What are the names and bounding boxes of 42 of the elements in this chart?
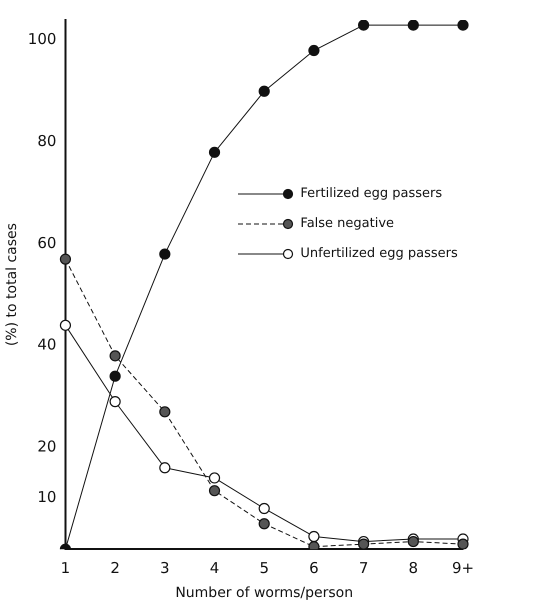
y-tick-label: 80 (37, 132, 56, 150)
x-tick-label: 9+ (452, 559, 474, 578)
x-tick-label: 5 (259, 559, 269, 578)
point (258, 86, 270, 97)
point (258, 518, 270, 530)
point (208, 485, 220, 496)
point (408, 536, 419, 548)
point (308, 530, 320, 542)
point (60, 320, 72, 331)
x-axis-title: Number of worms/person (175, 585, 354, 602)
x-tick-label: 3 (160, 559, 170, 578)
x-tick-label: 1 (60, 559, 70, 578)
point (159, 406, 170, 418)
point (208, 146, 220, 158)
legend-label: Fertilized egg passers (300, 186, 442, 202)
y-tick-label: 20 (37, 437, 56, 456)
legend-label: False negative (300, 216, 394, 232)
point (110, 350, 121, 362)
y-tick-label: 60 (37, 234, 56, 252)
y-tick-label: 40 (37, 336, 56, 354)
point (159, 248, 170, 260)
y-tick-label: 10 (37, 488, 56, 506)
point (258, 502, 270, 514)
point (358, 20, 370, 31)
point (60, 254, 72, 265)
y-tick-label: 100 (28, 30, 56, 48)
x-tick-label: 8 (408, 559, 418, 578)
point (457, 20, 469, 31)
point (110, 396, 121, 408)
x-tick-label: 4 (210, 559, 220, 578)
y-axis-title: (%) to total cases (4, 223, 20, 346)
x-tick-label: 2 (110, 559, 120, 578)
point (308, 44, 320, 56)
legend-label: Unfertilized egg passers (300, 246, 458, 262)
x-tick-label: 6 (309, 559, 319, 578)
point (208, 472, 220, 484)
point (159, 462, 170, 474)
point (408, 20, 419, 31)
point (358, 538, 370, 550)
point (110, 370, 121, 382)
point (457, 538, 469, 550)
x-tick-label: 7 (358, 559, 368, 578)
